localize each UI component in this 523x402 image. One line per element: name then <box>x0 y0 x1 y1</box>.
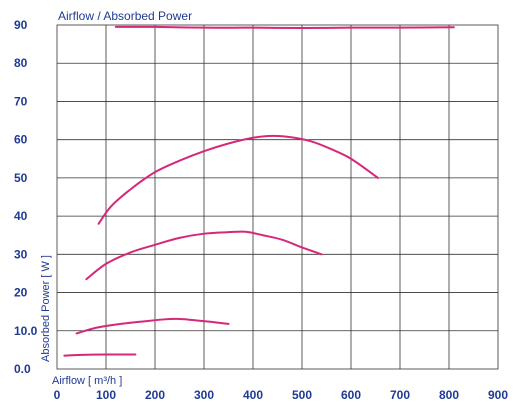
x-axis-title: Airflow [ m³/h ] <box>52 375 122 387</box>
y-tick-label: 60 <box>14 133 28 147</box>
chart-title: Airflow / Absorbed Power <box>58 9 192 23</box>
grid <box>57 25 498 369</box>
y-tick-label: 40 <box>14 209 28 223</box>
x-tick-label: 900 <box>488 388 508 402</box>
y-tick-label: 50 <box>14 171 28 185</box>
x-tick-label: 500 <box>292 388 312 402</box>
y-tick-labels: 0.0 10.0 20 30 40 50 60 70 80 90 <box>14 18 38 376</box>
y-tick-label: 80 <box>14 56 28 70</box>
x-tick-label: 700 <box>390 388 410 402</box>
y-axis-title: Absorbed Power [ W ] <box>40 255 52 362</box>
x-tick-labels: 0 100 200 300 400 500 600 700 800 900 <box>54 388 509 402</box>
y-tick-label: 30 <box>14 247 28 261</box>
x-tick-label: 400 <box>243 388 263 402</box>
y-tick-label: 70 <box>14 94 28 108</box>
y-tick-label: 90 <box>14 18 28 32</box>
series-line-5 <box>63 353 137 357</box>
series-line-3 <box>85 230 323 281</box>
y-tick-label: 20 <box>14 286 28 300</box>
x-tick-label: 0 <box>54 388 61 402</box>
x-tick-label: 300 <box>194 388 214 402</box>
plot-frame <box>56 24 499 370</box>
y-tick-label: 10.0 <box>14 324 38 338</box>
x-tick-label: 200 <box>145 388 165 402</box>
series-line-4 <box>75 317 230 335</box>
series-line-1 <box>114 25 455 30</box>
x-tick-label: 800 <box>439 388 459 402</box>
series-line-2 <box>97 134 379 225</box>
y-tick-label: 0.0 <box>14 362 31 376</box>
series-group <box>63 25 455 357</box>
x-tick-label: 600 <box>341 388 361 402</box>
x-tick-label: 100 <box>96 388 116 402</box>
